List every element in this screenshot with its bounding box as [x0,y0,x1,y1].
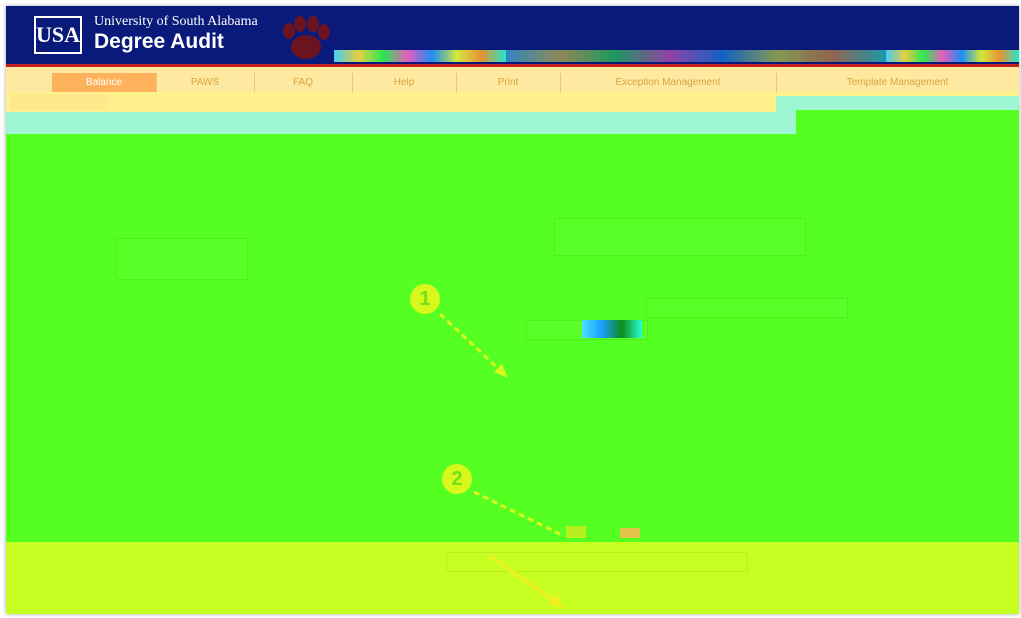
sub-toolbar [6,92,1019,112]
toolbar-glyph [620,528,640,538]
tab-paws[interactable]: PAWS [156,73,255,93]
toolbar-glyph [566,526,586,538]
main-nav: Balance PAWS FAQ Help Print Exception Ma… [6,64,1019,95]
worksheet-footer-area [6,542,1019,614]
worksheet-area: 1 2 [6,134,1019,542]
site-header: USA University of South Alabama Degree A… [6,6,1019,64]
toolbar-tab-highlight [776,96,1019,114]
header-strip [886,50,1019,62]
view-selector[interactable] [446,552,748,572]
header-strip [506,50,886,62]
format-options[interactable] [646,298,848,318]
callout-arrow-one [438,312,508,378]
tab-balance[interactable]: Balance [52,73,157,93]
tab-help[interactable]: Help [352,73,457,93]
callout-arrow-two-head [489,554,564,608]
callout-two: 2 [442,464,472,494]
app-title: Degree Audit [94,30,224,53]
degree-info-box [554,218,806,256]
header-strip [334,50,506,62]
student-info-box [116,238,248,280]
callout-one: 1 [410,284,440,314]
tab-template-management[interactable]: Template Management [776,73,1019,93]
tab-faq[interactable]: FAQ [254,73,353,93]
tab-exception-management[interactable]: Exception Management [560,73,777,93]
worksheet-area-top [796,110,1019,136]
screenshot-frame: USA University of South Alabama Degree A… [6,6,1019,614]
process-button[interactable] [582,320,642,338]
university-name: University of South Alabama [94,14,258,29]
tab-print[interactable]: Print [456,73,561,93]
usa-logo[interactable]: USA [34,16,82,54]
callout-arrow-two [473,490,561,536]
breadcrumb [10,94,108,110]
paw-print-icon [283,16,330,59]
